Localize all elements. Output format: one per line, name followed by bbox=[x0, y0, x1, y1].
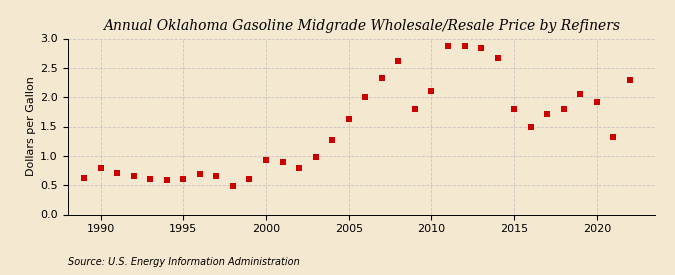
Y-axis label: Dollars per Gallon: Dollars per Gallon bbox=[26, 76, 36, 177]
Point bbox=[377, 76, 387, 81]
Point bbox=[178, 177, 189, 182]
Point bbox=[79, 175, 90, 180]
Point bbox=[509, 107, 520, 111]
Point bbox=[95, 166, 106, 170]
Point bbox=[492, 56, 503, 60]
Point bbox=[261, 158, 271, 162]
Point bbox=[145, 177, 156, 181]
Point bbox=[161, 178, 172, 182]
Point bbox=[426, 89, 437, 94]
Point bbox=[459, 44, 470, 48]
Point bbox=[294, 165, 304, 170]
Point bbox=[344, 117, 354, 121]
Point bbox=[211, 174, 222, 178]
Point bbox=[624, 77, 635, 82]
Point bbox=[194, 172, 205, 176]
Point bbox=[360, 95, 371, 99]
Point bbox=[542, 111, 553, 116]
Point bbox=[558, 107, 569, 112]
Point bbox=[591, 100, 602, 105]
Point bbox=[310, 155, 321, 159]
Point bbox=[277, 160, 288, 164]
Point bbox=[393, 59, 404, 64]
Point bbox=[608, 135, 619, 139]
Point bbox=[227, 183, 238, 188]
Title: Annual Oklahoma Gasoline Midgrade Wholesale/Resale Price by Refiners: Annual Oklahoma Gasoline Midgrade Wholes… bbox=[103, 19, 620, 33]
Point bbox=[128, 174, 139, 178]
Point bbox=[112, 171, 123, 176]
Point bbox=[327, 138, 338, 142]
Point bbox=[525, 125, 536, 129]
Point bbox=[410, 107, 421, 111]
Point bbox=[476, 46, 487, 51]
Text: Source: U.S. Energy Information Administration: Source: U.S. Energy Information Administ… bbox=[68, 257, 299, 267]
Point bbox=[575, 92, 586, 97]
Point bbox=[244, 177, 255, 181]
Point bbox=[443, 43, 454, 48]
